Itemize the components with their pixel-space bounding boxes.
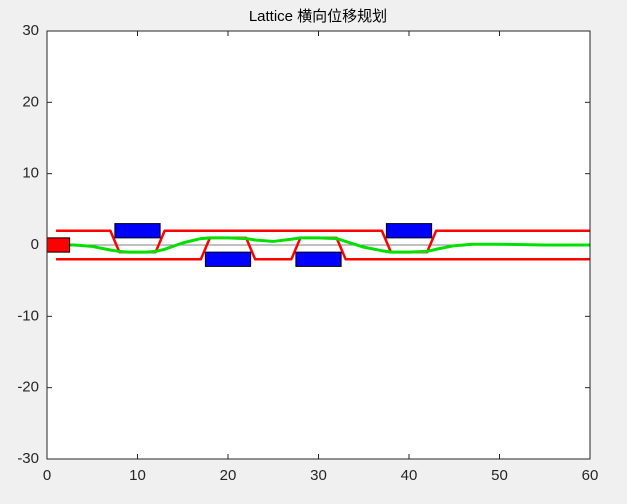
- rectangle: [385, 223, 433, 239]
- x-tick-label: 10: [129, 467, 146, 484]
- line: [56, 236, 590, 261]
- rectangle: [46, 237, 71, 253]
- y-tick-label: -20: [17, 379, 39, 396]
- y-tick-label: 30: [22, 22, 39, 39]
- y-tick-label: 20: [22, 93, 39, 110]
- x-tick-label: 40: [401, 467, 418, 484]
- rectangle: [114, 223, 161, 239]
- line: [56, 229, 590, 254]
- x-tick-label: 60: [582, 467, 599, 484]
- y-tick-label: 0: [31, 236, 39, 253]
- chart-title: Lattice 横向位移规划: [249, 8, 387, 25]
- x-tick-label: 0: [43, 467, 51, 484]
- y-tick-label: -30: [17, 450, 39, 467]
- x-tick-label: 30: [310, 467, 327, 484]
- x-tick-label: 20: [220, 467, 237, 484]
- rectangle: [204, 251, 252, 267]
- line: [56, 236, 590, 254]
- x-tick-label: 50: [491, 467, 508, 484]
- plot-frame: [46, 30, 591, 460]
- y-tick-label: 10: [22, 165, 39, 182]
- y-tick-label: -10: [17, 307, 39, 324]
- rectangle: [295, 251, 342, 267]
